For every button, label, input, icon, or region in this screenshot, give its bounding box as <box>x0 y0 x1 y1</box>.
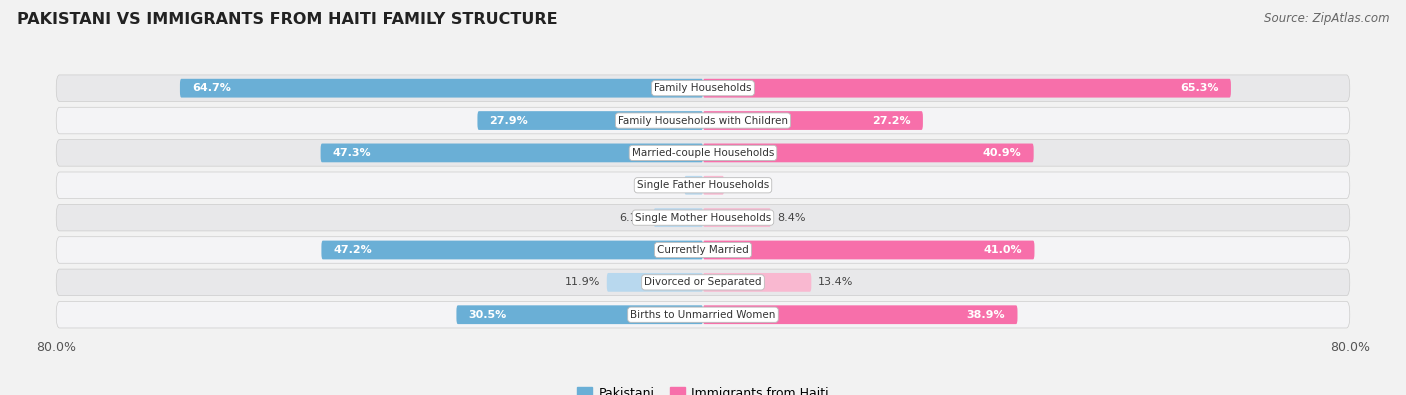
Text: 41.0%: 41.0% <box>984 245 1022 255</box>
FancyBboxPatch shape <box>180 79 703 98</box>
Text: 27.9%: 27.9% <box>489 116 529 126</box>
Text: Single Mother Households: Single Mother Households <box>636 213 770 223</box>
FancyBboxPatch shape <box>322 241 703 260</box>
FancyBboxPatch shape <box>607 273 703 292</box>
FancyBboxPatch shape <box>703 143 1033 162</box>
FancyBboxPatch shape <box>321 143 703 162</box>
Text: 40.9%: 40.9% <box>983 148 1022 158</box>
FancyBboxPatch shape <box>703 79 1230 98</box>
FancyBboxPatch shape <box>685 176 703 195</box>
Text: 11.9%: 11.9% <box>565 277 600 287</box>
Text: Married-couple Households: Married-couple Households <box>631 148 775 158</box>
Legend: Pakistani, Immigrants from Haiti: Pakistani, Immigrants from Haiti <box>572 382 834 395</box>
Text: Family Households: Family Households <box>654 83 752 93</box>
FancyBboxPatch shape <box>56 237 1350 263</box>
Text: Currently Married: Currently Married <box>657 245 749 255</box>
Text: PAKISTANI VS IMMIGRANTS FROM HAITI FAMILY STRUCTURE: PAKISTANI VS IMMIGRANTS FROM HAITI FAMIL… <box>17 12 558 27</box>
Text: Single Father Households: Single Father Households <box>637 180 769 190</box>
FancyBboxPatch shape <box>703 176 724 195</box>
Text: 8.4%: 8.4% <box>778 213 806 223</box>
FancyBboxPatch shape <box>56 107 1350 134</box>
FancyBboxPatch shape <box>478 111 703 130</box>
FancyBboxPatch shape <box>56 301 1350 328</box>
FancyBboxPatch shape <box>703 111 922 130</box>
Text: 65.3%: 65.3% <box>1180 83 1219 93</box>
FancyBboxPatch shape <box>457 305 703 324</box>
Text: 13.4%: 13.4% <box>818 277 853 287</box>
FancyBboxPatch shape <box>56 75 1350 102</box>
Text: Family Households with Children: Family Households with Children <box>619 116 787 126</box>
FancyBboxPatch shape <box>703 273 811 292</box>
Text: 30.5%: 30.5% <box>468 310 506 320</box>
FancyBboxPatch shape <box>56 140 1350 166</box>
Text: Source: ZipAtlas.com: Source: ZipAtlas.com <box>1264 12 1389 25</box>
FancyBboxPatch shape <box>703 305 1018 324</box>
Text: 27.2%: 27.2% <box>872 116 911 126</box>
Text: Births to Unmarried Women: Births to Unmarried Women <box>630 310 776 320</box>
Text: 2.3%: 2.3% <box>650 180 678 190</box>
FancyBboxPatch shape <box>56 172 1350 199</box>
FancyBboxPatch shape <box>654 208 703 227</box>
Text: 64.7%: 64.7% <box>193 83 231 93</box>
Text: 47.2%: 47.2% <box>333 245 373 255</box>
Text: Divorced or Separated: Divorced or Separated <box>644 277 762 287</box>
FancyBboxPatch shape <box>703 208 770 227</box>
Text: 2.6%: 2.6% <box>731 180 759 190</box>
Text: 38.9%: 38.9% <box>967 310 1005 320</box>
Text: 47.3%: 47.3% <box>333 148 371 158</box>
Text: 6.1%: 6.1% <box>619 213 647 223</box>
FancyBboxPatch shape <box>56 204 1350 231</box>
FancyBboxPatch shape <box>56 269 1350 295</box>
FancyBboxPatch shape <box>703 241 1035 260</box>
